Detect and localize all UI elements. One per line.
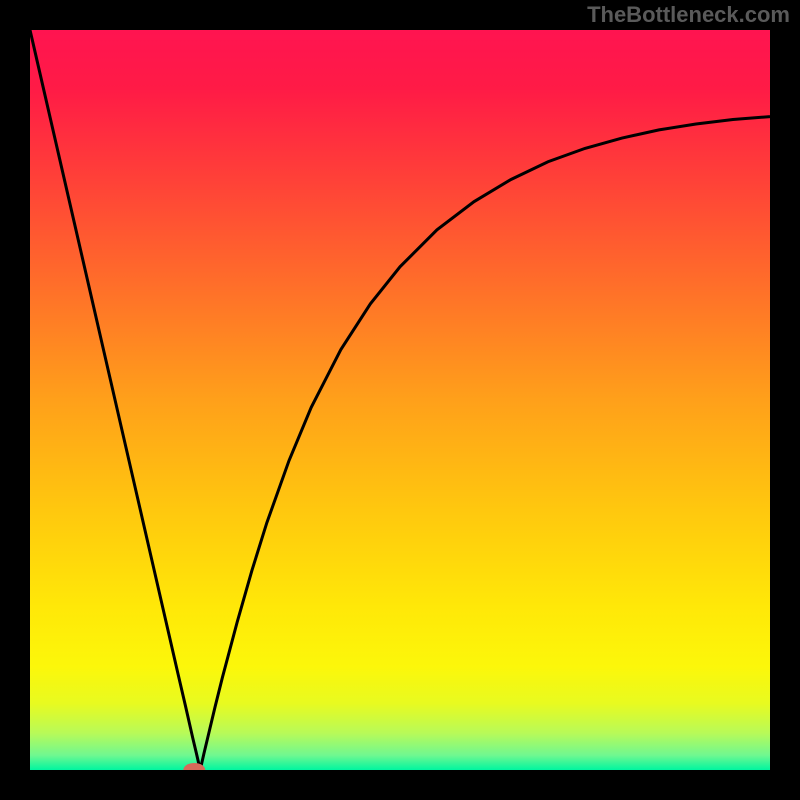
border-left bbox=[10, 10, 30, 790]
chart-container: TheBottleneck.com bbox=[0, 0, 800, 800]
border-bottom bbox=[10, 770, 790, 790]
plot-background bbox=[30, 30, 770, 770]
watermark-text: TheBottleneck.com bbox=[587, 2, 790, 28]
outer-margin-3 bbox=[790, 0, 800, 800]
bottleneck-chart bbox=[0, 0, 800, 800]
outer-margin-2 bbox=[0, 0, 10, 800]
outer-margin-1 bbox=[0, 790, 800, 800]
border-right bbox=[770, 10, 790, 790]
